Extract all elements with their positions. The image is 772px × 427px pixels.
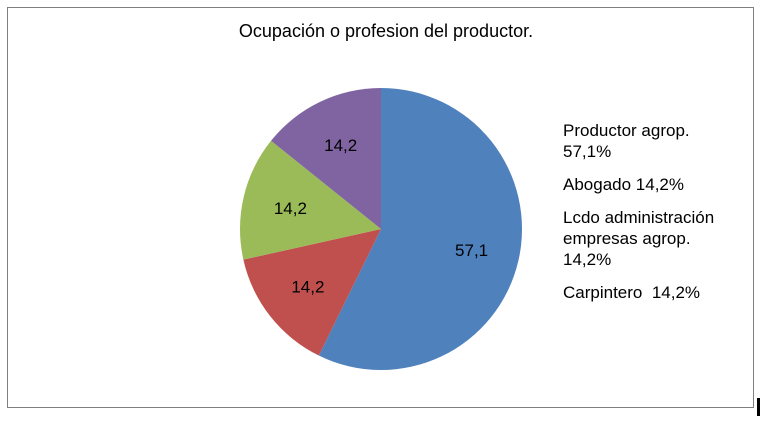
legend-line: Abogado 14,2% xyxy=(563,175,684,194)
legend-line: Carpintero 14,2% xyxy=(563,283,701,302)
legend-line: 57,1% xyxy=(563,142,612,161)
legend-entry-3: Lcdo administración empresas agrop. 14,2% xyxy=(563,207,763,270)
slice-data-label-3: 14,2 xyxy=(274,199,307,218)
text-cursor xyxy=(757,398,760,416)
legend-line: Productor agrop. xyxy=(563,121,690,140)
pie-slice-2 xyxy=(243,229,381,356)
legend-entry-2: Abogado 14,2% xyxy=(563,174,763,195)
legend-line: 14,2% xyxy=(563,250,612,269)
legend: Productor agrop. 57,1% Abogado 14,2% Lcdo a… xyxy=(563,120,763,315)
slice-data-label-1: 57,1 xyxy=(455,241,488,260)
slice-data-label-4: 14,2 xyxy=(324,136,357,155)
legend-line: Lcdo administración xyxy=(563,208,715,227)
legend-entry-1: Productor agrop. 57,1% xyxy=(563,120,763,162)
legend-entry-4: Carpintero 14,2% xyxy=(563,282,763,303)
pie-slice-1 xyxy=(318,88,522,370)
pie-slice-4 xyxy=(271,87,381,229)
pie-slice-3 xyxy=(240,140,381,260)
chart-title: Ocupación o profesion del productor. xyxy=(238,21,534,41)
legend-line: empresas agrop. xyxy=(563,229,691,248)
slice-data-label-2: 14,2 xyxy=(291,278,324,297)
